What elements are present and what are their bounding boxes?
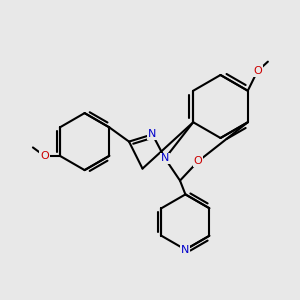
Text: O: O bbox=[194, 156, 202, 167]
Text: N: N bbox=[181, 244, 190, 255]
Text: N: N bbox=[148, 129, 157, 140]
Text: O: O bbox=[253, 66, 262, 76]
Text: N: N bbox=[161, 153, 169, 164]
Text: O: O bbox=[40, 151, 49, 161]
